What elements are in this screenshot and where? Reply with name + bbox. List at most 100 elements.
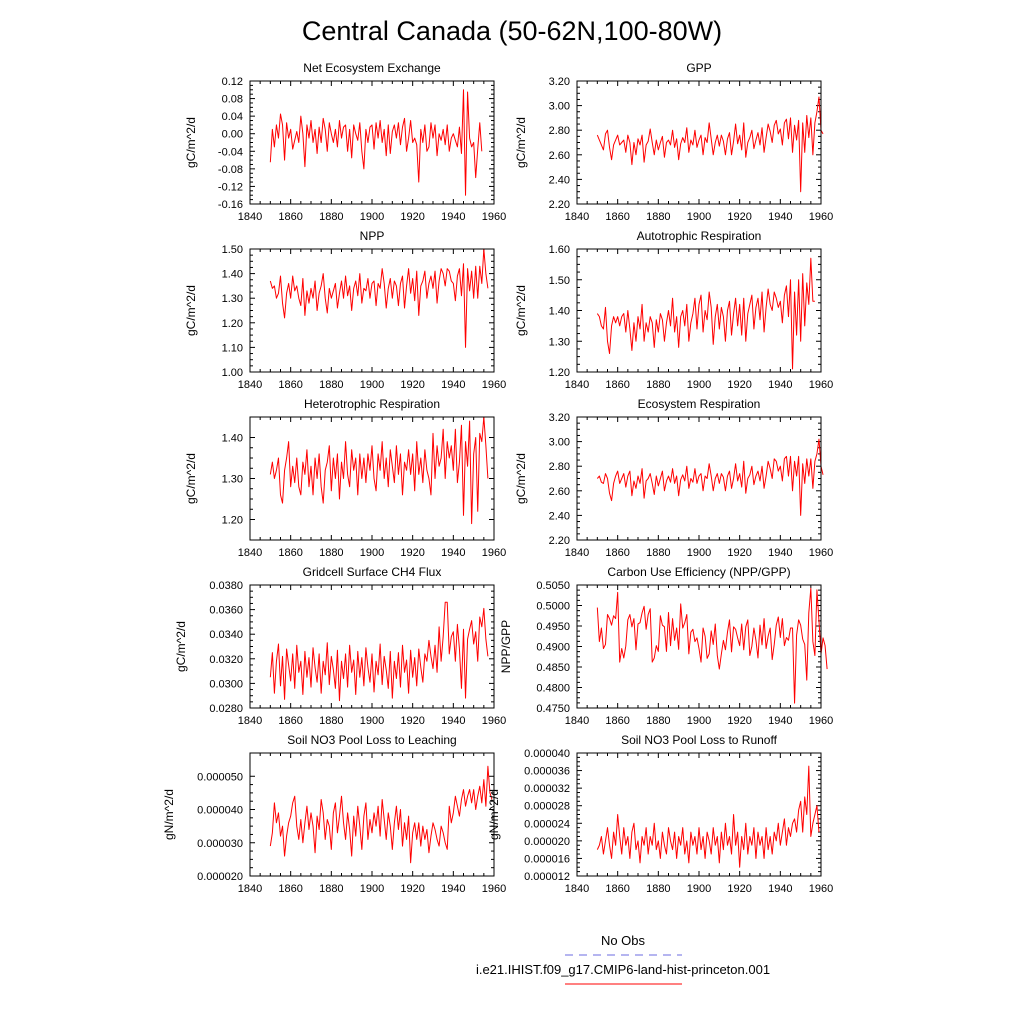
y-tick-label: 2.60	[549, 150, 570, 162]
y-tick-label: 0.000040	[524, 748, 570, 760]
chart-panels: Net Ecosystem Exchange 1840 1860 1880 1900 19…	[162, 61, 833, 895]
y-tick-label: 1.50	[222, 244, 243, 256]
plot-frame	[576, 80, 822, 205]
x-tick-label: 1920	[727, 547, 751, 559]
y-tick-label: 1.30	[549, 336, 570, 348]
plot-frame	[249, 584, 495, 709]
y-tick-label: 1.20	[549, 367, 570, 379]
y-tick-label: -0.08	[218, 164, 243, 176]
x-tick-label: 1840	[565, 379, 589, 391]
panel-title: Net Ecosystem Exchange	[303, 61, 441, 75]
y-tick-label: 0.4900	[536, 642, 570, 654]
y-axis-label: gN/m^2/d	[162, 789, 176, 840]
y-tick-label: 3.00	[549, 437, 570, 449]
y-tick-label: 0.08	[222, 94, 243, 106]
plot-frame	[249, 248, 495, 373]
x-tick-label: 1860	[605, 883, 629, 895]
y-axis-label: gC/m^2/d	[184, 285, 198, 336]
x-tick-label: 1860	[605, 211, 629, 223]
x-tick-label: 1940	[441, 883, 465, 895]
x-tick-label: 1920	[400, 379, 424, 391]
legend-obs-label: No Obs	[601, 933, 646, 948]
plot-frame	[576, 248, 822, 373]
x-tick-label: 1960	[482, 715, 506, 727]
chart-panel: Carbon Use Efficiency (NPP/GPP) 1840 1860 1…	[499, 565, 833, 727]
series-line	[596, 438, 824, 516]
y-tick-label: 0.000016	[524, 853, 570, 865]
y-tick-label: 2.20	[549, 199, 570, 211]
y-tick-label: 1.50	[549, 275, 570, 287]
y-axis-label: gC/m^2/d	[174, 621, 188, 672]
y-tick-label: 0.4850	[536, 662, 570, 674]
plot-frame	[249, 416, 495, 541]
y-tick-label: 2.40	[549, 174, 570, 186]
y-tick-label: 0.000050	[197, 771, 243, 783]
y-tick-label: 3.20	[549, 412, 570, 424]
x-tick-label: 1940	[768, 547, 792, 559]
y-tick-label: 0.000036	[524, 766, 570, 778]
y-axis-label: gC/m^2/d	[184, 117, 198, 168]
y-tick-label: 1.20	[222, 318, 243, 330]
y-axis-label: NPP/GPP	[499, 620, 513, 673]
x-tick-label: 1960	[482, 379, 506, 391]
x-tick-label: 1880	[646, 379, 670, 391]
x-tick-label: 1840	[565, 883, 589, 895]
y-tick-label: 3.00	[549, 101, 570, 113]
x-tick-label: 1860	[605, 547, 629, 559]
y-tick-label: 0.0280	[209, 703, 243, 715]
x-tick-label: 1940	[768, 211, 792, 223]
panel-title: Soil NO3 Pool Loss to Leaching	[287, 733, 456, 747]
x-tick-label: 1920	[727, 379, 751, 391]
x-tick-label: 1900	[360, 715, 384, 727]
series-line	[269, 89, 483, 196]
chart-panel: Soil NO3 Pool Loss to Runoff 1840 1860 1880…	[487, 733, 833, 895]
chart-panel: NPP 1840 1860 1880 1900 1920 1940 1960 1.00 1.10 1…	[184, 229, 506, 391]
x-tick-label: 1880	[319, 883, 343, 895]
x-tick-label: 1920	[400, 883, 424, 895]
series-line	[269, 416, 489, 525]
y-axis-label: gC/m^2/d	[514, 285, 528, 336]
chart-panel: Ecosystem Respiration 1840 1860 1880 1900 192…	[514, 397, 833, 559]
x-tick-label: 1940	[768, 379, 792, 391]
y-tick-label: 1.10	[222, 342, 243, 354]
y-tick-label: 0.000040	[197, 805, 243, 817]
y-tick-label: 0.0360	[209, 605, 243, 617]
y-tick-label: 2.80	[549, 461, 570, 473]
x-tick-label: 1960	[809, 379, 833, 391]
x-tick-label: 1840	[565, 211, 589, 223]
x-tick-label: 1860	[278, 715, 302, 727]
y-tick-label: 0.4800	[536, 683, 570, 695]
x-tick-label: 1920	[727, 211, 751, 223]
series-line	[269, 248, 489, 348]
y-tick-label: 1.00	[222, 367, 243, 379]
y-tick-label: 0.000032	[524, 783, 570, 795]
panel-title: Soil NO3 Pool Loss to Runoff	[621, 733, 778, 747]
y-tick-label: 1.30	[222, 293, 243, 305]
plot-frame	[576, 752, 822, 877]
y-tick-label: 1.40	[222, 433, 243, 445]
x-tick-label: 1880	[319, 715, 343, 727]
chart-panel: Heterotrophic Respiration 1840 1860 1880 190…	[184, 397, 506, 559]
y-tick-label: 0.0300	[209, 678, 243, 690]
chart-panel: Gridcell Surface CH4 Flux 1840 1860 1880 190…	[174, 565, 506, 727]
y-tick-label: 0.0320	[209, 654, 243, 666]
y-tick-label: 0.000028	[524, 801, 570, 813]
x-tick-label: 1940	[441, 379, 465, 391]
x-tick-label: 1880	[646, 211, 670, 223]
x-tick-label: 1860	[278, 211, 302, 223]
y-tick-label: 0.000012	[524, 871, 570, 883]
x-tick-label: 1840	[238, 379, 262, 391]
panel-title: Ecosystem Respiration	[638, 397, 761, 411]
x-tick-label: 1840	[238, 547, 262, 559]
y-tick-label: 0.000024	[524, 818, 570, 830]
y-axis-label: gN/m^2/d	[487, 789, 501, 840]
panel-title: NPP	[360, 229, 385, 243]
y-tick-label: 0.000020	[197, 871, 243, 883]
legend: No Obs i.e21.IHIST.f09_g17.CMIP6-land-hi…	[476, 933, 770, 985]
panel-title: Carbon Use Efficiency (NPP/GPP)	[607, 565, 790, 579]
x-tick-label: 1860	[278, 883, 302, 895]
x-tick-label: 1880	[319, 211, 343, 223]
plot-frame	[249, 80, 495, 205]
y-tick-label: 1.20	[222, 515, 243, 527]
